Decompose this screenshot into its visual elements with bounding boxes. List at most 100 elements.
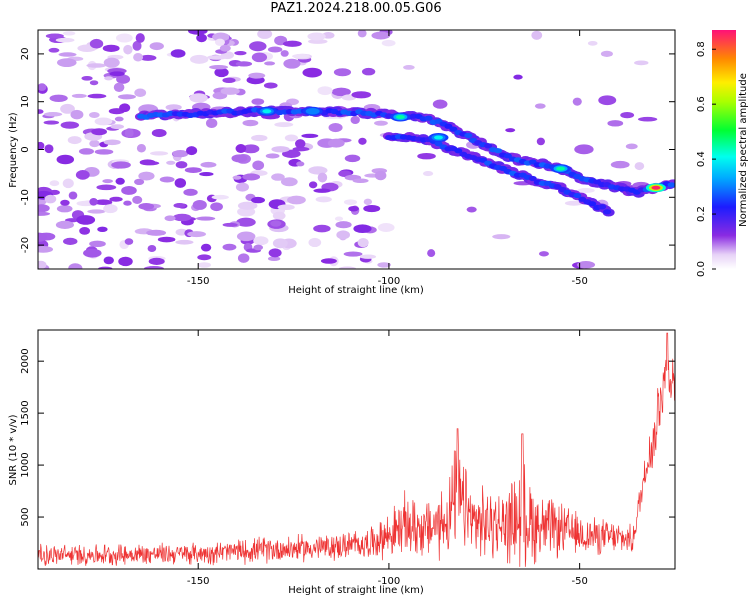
spectrogram-cell [212,32,230,42]
snr-frame [37,329,676,570]
spectrogram-x-label: Height of straight line (km) [288,285,424,296]
spectrogram-cell [248,72,266,79]
spectrogram-cell [71,93,87,98]
spectrogram-cell [117,94,136,100]
x-tick-label: -100 [378,576,401,587]
spectrogram-cell [139,159,156,166]
spectrogram-cell [211,194,229,200]
spectrogram-cell [272,211,286,220]
spectrogram-cell [118,256,133,267]
spectrogram-cell [63,237,78,245]
colorbar-tick-label: 0.0 [696,261,707,277]
spectrogram-cell [170,49,186,58]
spectrogram-cell [427,249,436,257]
spectrogram-cell [338,170,352,177]
spectrogram-cell [242,173,261,181]
spectrogram-cell [251,52,268,63]
spectrogram-cell [287,195,306,205]
colorbar-label: Normalized spectral amplitude [738,73,749,227]
x-tick-label: -150 [187,576,210,587]
spectrogram-cell [277,204,295,211]
y-tick-label: 10 [20,95,31,108]
snr-x-label: Height of straight line (km) [288,585,424,596]
spectrogram-cell [264,61,276,66]
spectrogram-cell [494,148,503,154]
spectrogram-cell [103,204,118,214]
spectrogram-cell [146,229,167,236]
spectrogram-cell [189,93,208,103]
spectrogram-cell [315,196,332,203]
spectrogram-cell [242,144,260,154]
spectrogram-cell [119,103,131,113]
spectrogram-cell [144,266,164,269]
spectrogram-cell [237,201,258,210]
spectrogram-cell [361,67,376,76]
spectrogram-cell [103,139,121,146]
spectrogram-cell [139,54,157,61]
spectrogram-cell [556,166,566,171]
spectrogram-cell [60,199,70,206]
y-tick-label: 1000 [20,452,31,477]
spectrogram-cell [351,91,372,99]
spectrogram-cell [343,251,363,257]
spectrogram-cell [237,253,250,263]
spectrogram-cell [251,98,265,105]
spectrogram-cell [381,39,396,47]
spectrogram-cell [634,162,645,171]
spectrogram-cell [89,139,100,148]
figure-title: PAZ1.2024.218.00.05.G06 [270,1,442,16]
snr-y-label: SNR (10 * v/v) [8,414,19,485]
spectrogram-cell [222,222,238,227]
spectrogram-blobs [38,30,675,269]
spectrogram-cell [55,37,75,43]
spectrogram-cell [89,80,99,86]
spectrogram-cell [576,261,596,269]
spectrogram-cell [620,112,635,119]
spectrogram-cell [58,52,77,57]
spectrogram-cell [49,94,68,102]
spectrogram-cell [350,115,360,125]
spectrogram-cell [103,256,114,265]
spectrogram-cell [344,154,361,163]
y-tick-label: -20 [20,237,31,253]
spectrogram-cell [588,201,597,207]
spectrogram-cell [149,42,164,51]
spectrogram-cell [134,88,147,98]
spectrogram-cell [280,50,289,57]
spectrogram-cell [417,152,436,160]
spectrogram-cell [110,124,125,130]
spectrogram-cell [235,182,249,192]
spectrogram-cell [454,148,463,154]
spectrogram-cell [327,138,345,148]
spectrogram-cell [296,161,305,167]
spectrogram-cell [173,203,186,209]
spectrogram-cell [377,262,391,268]
spectrogram-cell [374,120,388,126]
spectrogram-cell [598,95,617,106]
spectrogram-cell [253,244,264,251]
spectrogram-cell [38,245,54,253]
spectrogram-cell [274,122,294,128]
spectrogram-cell [235,144,247,153]
spectrogram-cell [263,82,278,89]
spectrogram-cell [159,176,175,183]
spectrogram-cell [113,82,125,93]
spectrogram-cell [464,132,473,139]
spectrogram-cell [251,196,265,204]
spectrogram-cell [195,216,216,221]
spectrogram-cell [186,146,198,156]
spectrogram-cell [38,109,44,114]
spectrogram-cell [138,203,155,210]
spectrogram-cell [124,238,134,245]
spectrogram-cell [190,54,209,64]
spectrogram-cell [284,134,299,142]
spectrogram-cell [335,221,352,229]
spectrogram-cell [252,160,265,171]
spectrogram-cell [157,236,176,243]
spectrogram-cell [268,248,282,258]
spectrogram-cell [651,185,661,190]
spectrogram-cell [222,243,237,251]
spectrogram-cell [89,240,106,248]
spectrogram-cell [600,50,613,57]
